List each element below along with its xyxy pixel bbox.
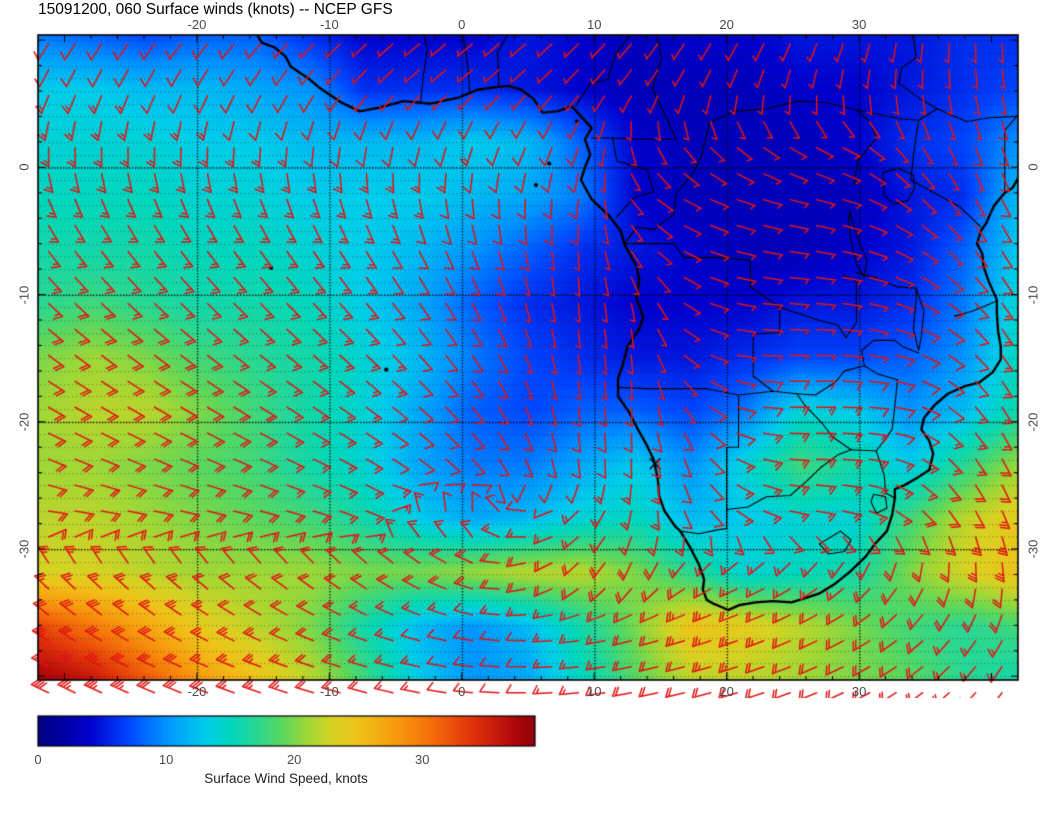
lat-tick-label-left: -10	[16, 285, 32, 304]
lat-tick-label-right: -10	[1025, 285, 1041, 304]
lon-tick-label-top: 0	[458, 17, 466, 32]
colorbar-tick-label: 30	[415, 752, 430, 767]
lon-tick-label-top: -20	[187, 17, 207, 32]
lon-tick-label-bottom: -20	[187, 684, 207, 699]
lon-tick-label-bottom: 30	[851, 684, 867, 699]
lat-tick-label-left: -20	[16, 412, 32, 432]
colorbar-tick-label: 20	[286, 752, 302, 767]
lon-tick-label-top: 20	[719, 17, 734, 32]
lat-tick-label-left: -30	[16, 539, 32, 559]
colorbar-label: Surface Wind Speed, knots	[204, 771, 368, 786]
lon-tick-label-bottom: 10	[586, 684, 602, 699]
lon-tick-label-top: -10	[319, 17, 339, 32]
colorbar-tick-label: 0	[34, 752, 42, 767]
lat-tick-label-right: -20	[1025, 412, 1041, 432]
lon-tick-label-bottom: 20	[719, 684, 734, 699]
lat-tick-label-left: 0	[16, 163, 32, 171]
plot-title: 15091200, 060 Surface winds (knots) -- N…	[38, 1, 393, 18]
lon-tick-label-bottom: -10	[319, 684, 339, 699]
colorbar-tick-label: 10	[158, 752, 174, 767]
lat-tick-label-right: 0	[1025, 163, 1041, 171]
lon-tick-label-bottom: 0	[458, 684, 466, 699]
lat-tick-label-right: -30	[1025, 539, 1041, 559]
lon-tick-label-top: 30	[851, 17, 867, 32]
lon-tick-label-top: 10	[586, 17, 602, 32]
